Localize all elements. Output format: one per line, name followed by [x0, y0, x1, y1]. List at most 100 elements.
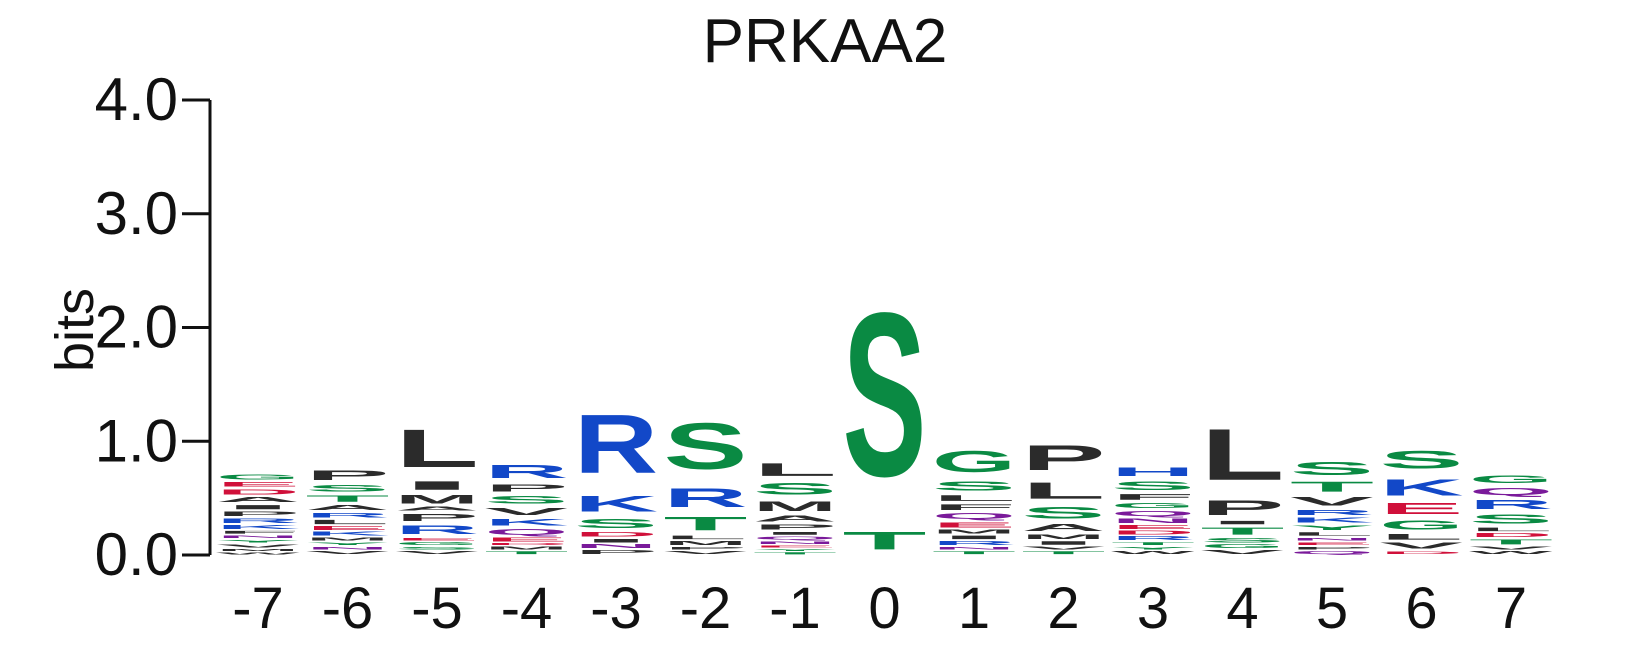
logo-letter: M: [753, 498, 837, 514]
y-tick-label: 0.0: [95, 521, 178, 588]
logo-letter: L: [1469, 527, 1553, 533]
logo-letter: P: [216, 511, 300, 518]
logo-letter: Q: [932, 512, 1016, 521]
logo-letter: L: [1201, 414, 1285, 496]
logo-letter: S: [485, 494, 569, 506]
logo-letter: S: [664, 410, 748, 484]
logo-letter: N: [753, 540, 837, 544]
logo-letter: D: [574, 531, 658, 538]
logo-letter: T: [664, 513, 748, 535]
logo-letter: T: [753, 552, 837, 555]
logo-letter: K: [1380, 474, 1464, 500]
x-tick-label: 1: [958, 576, 990, 641]
logo-letter: N: [306, 546, 390, 550]
logo-letter: I: [932, 535, 1016, 541]
logo-letter: K: [485, 517, 569, 527]
x-tick-label: 4: [1226, 576, 1258, 641]
logo-letter: S: [843, 264, 927, 525]
logo-letter: I: [1201, 520, 1285, 526]
logo-stack: TS: [843, 264, 927, 555]
logo-letter: S: [753, 480, 837, 498]
logo-letter: E: [1380, 501, 1464, 518]
x-tick-label: 7: [1495, 576, 1527, 641]
logo-letter: S: [395, 546, 479, 551]
x-tick-label: -6: [322, 576, 374, 641]
x-tick-label: 6: [1405, 576, 1437, 641]
logo-letter: Y: [306, 541, 390, 546]
x-tick-label: -2: [680, 576, 732, 641]
logo-letter: G: [395, 541, 479, 546]
y-tick-label: 1.0: [95, 407, 178, 474]
logo-letter: T: [1469, 538, 1553, 546]
logo-letter: G: [216, 473, 300, 481]
logo-letter: K: [1290, 516, 1374, 524]
logo-letter: P: [664, 546, 748, 551]
logo-letter: T: [306, 494, 390, 504]
logo-letter: A: [753, 514, 837, 523]
logo-letter: T: [1290, 479, 1374, 495]
logo-letter: R: [395, 523, 479, 537]
logo-letter: M: [1022, 533, 1106, 540]
logo-letter: E: [1111, 524, 1195, 530]
y-tick-label: 2.0: [95, 294, 178, 361]
logo-letter: K: [306, 531, 390, 537]
logo-letter: P: [1021, 438, 1105, 478]
logo-letter: R: [485, 462, 569, 482]
logo-letter: G: [1380, 518, 1464, 533]
logo-letter: M: [485, 546, 569, 551]
logo-stacks: WMVYNFKRPIADEGVNYMKELRATSPVSGERPAMILTMDE…: [216, 264, 1553, 555]
logo-letter: V: [1290, 495, 1374, 509]
x-tick-label: -4: [501, 576, 553, 641]
logo-letter: L: [1380, 532, 1464, 541]
logo-letter: Y: [1290, 524, 1374, 531]
y-axis-label: bits: [45, 288, 105, 372]
logo-letter: S: [1469, 512, 1553, 527]
logo-letter: Y: [216, 539, 300, 544]
logo-letter: S: [932, 479, 1016, 494]
logo-letter: R: [306, 512, 390, 519]
logo-letter: Q: [1290, 550, 1374, 555]
logo-letter: Q: [753, 536, 837, 541]
logo-letter: M: [664, 540, 748, 546]
logo-letter: W: [1111, 550, 1194, 555]
logo-letter: E: [395, 537, 479, 542]
logo-letter: N: [574, 544, 658, 550]
logo-letter: K: [574, 491, 658, 516]
logo-letter: D: [484, 543, 568, 546]
logo-letter: G: [932, 444, 1016, 478]
logo-letter: S: [1022, 504, 1106, 522]
logo-letter: W: [1469, 550, 1552, 555]
logo-letter: S: [574, 516, 658, 531]
logo-letter: L: [306, 519, 390, 526]
logo-letter: L: [753, 459, 837, 480]
logo-letter: T: [843, 527, 927, 555]
logo-letter: T: [932, 550, 1016, 555]
x-tick-label: -3: [590, 576, 642, 641]
logo-letter: N: [932, 546, 1016, 550]
logo-letter: I: [216, 504, 300, 511]
logo-letter: V: [1469, 546, 1553, 551]
logo-letter: W: [216, 552, 299, 555]
logo-letter: S: [306, 483, 390, 493]
logo-letter: Y: [753, 548, 837, 551]
logo-letter: T: [485, 550, 569, 555]
x-tick-label: 2: [1047, 576, 1079, 641]
x-tick-label: 0: [868, 576, 900, 641]
logo-letter: A: [1021, 522, 1105, 533]
x-tick-label: -7: [232, 576, 284, 641]
logo-letter: P: [305, 467, 389, 483]
logo-letter: E: [1290, 541, 1374, 546]
y-tick-label: 3.0: [95, 180, 178, 247]
logo-letter: V: [395, 550, 479, 555]
logo-letter: T: [1111, 541, 1195, 546]
x-axis-labels: -7 -6 -5 -4 -3 -2 -1 0 1 2 3 4 5 6 7: [232, 576, 1527, 641]
logo-letter: R: [1469, 497, 1553, 512]
logo-letter: G: [1201, 544, 1285, 550]
